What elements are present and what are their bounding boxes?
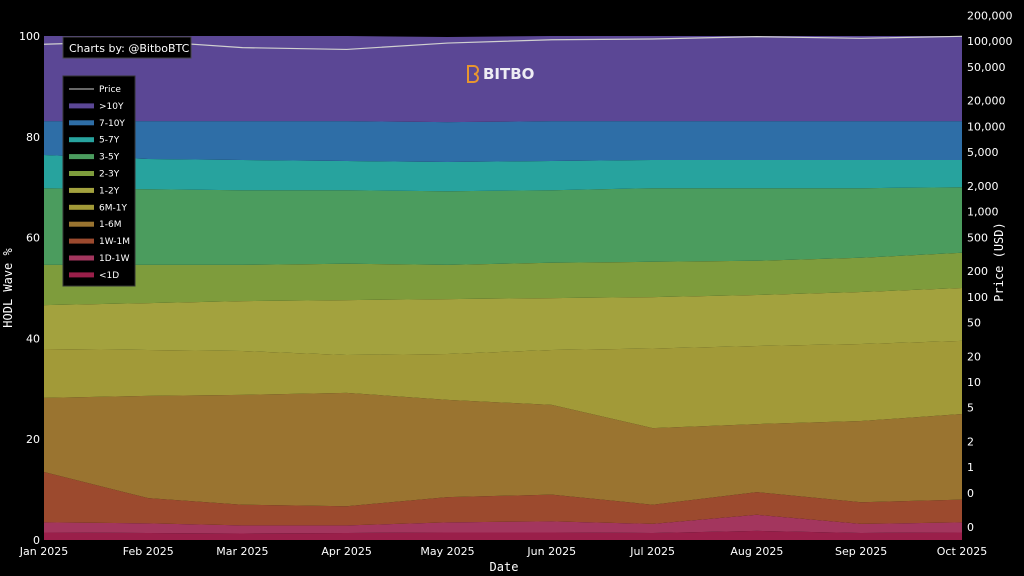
y2-tick-label: 50 [967,316,981,329]
y2-tick-label: 10 [967,376,981,389]
credit-text: Charts by: @BitboBTC [69,42,190,55]
area-band-5-7y [44,154,962,192]
x-axis: Jan 2025 Feb 2025 Mar 2025 Apr 2025 May 2025… [19,545,987,558]
legend-swatch [69,187,94,193]
legend-item: <1D [69,271,119,281]
area-band-1-6m [44,392,962,507]
x-tick-label: Oct 2025 [937,545,988,558]
y-tick-label: 60 [26,232,40,245]
y-tick-label: 80 [26,131,40,144]
legend-label: Price [99,85,121,95]
y2-tick-label: 1,000 [967,206,999,219]
y2-tick-label: 200 [967,265,988,278]
y2-tick-label: 500 [967,231,988,244]
price-line [43,35,963,51]
area-band-10y [44,36,962,123]
y2-axis-label: Price (USD) [992,222,1006,301]
legend-label: 3-5Y [99,153,120,163]
x-tick-label: Mar 2025 [216,545,268,558]
legend: Price >10Y 7-10Y 5-7Y 3-5Y 2-3Y 1-2Y 6M-1Y 1-6M 1… [62,75,136,287]
y-axis-label: HODL Wave % [1,247,15,327]
x-tick-label: Jul 2025 [629,545,675,558]
y-tick-label: 40 [26,332,40,345]
area-band-2-3y [44,252,962,306]
y-tick-label: 0 [33,534,40,547]
legend-label: 1-2Y [99,186,120,196]
y2-tick-label: 5 [967,402,974,415]
legend-label: 7-10Y [99,119,125,129]
x-tick-label: May 2025 [420,545,474,558]
y2-tick-label: 20 [967,350,981,363]
area-band-6m-1y [44,340,962,429]
x-tick-label: Feb 2025 [123,545,174,558]
y-axis-right: 200,000 100,000 50,000 20,000 10,000 5,000 2,0… [967,10,1013,534]
legend-swatch [69,204,94,210]
legend-label: 5-7Y [99,136,120,146]
area-band-7-10y [44,121,962,162]
y-axis-left: 0 20 40 60 80 100 [19,30,40,547]
legend-item: 1-2Y [69,186,120,196]
stacked-areas [44,36,962,540]
legend-swatch [69,154,94,160]
y2-tick-label: 100,000 [967,35,1013,48]
area-band-1d-1w [44,514,962,534]
x-tick-label: Aug 2025 [730,545,783,558]
y2-tick-label: 1 [967,461,974,474]
legend-label: 2-3Y [99,170,120,180]
legend-swatch [69,272,94,278]
x-tick-label: Apr 2025 [321,545,372,558]
legend-swatch [69,103,94,109]
y2-tick-label: 50,000 [967,61,1006,74]
legend-swatch [69,238,94,244]
legend-swatch [69,255,94,261]
legend-item: 7-10Y [69,119,125,129]
legend-item: 6M-1Y [69,203,127,213]
area-band-3-5y [44,187,962,265]
x-tick-label: Jan 2025 [19,545,68,558]
legend-swatch [69,137,94,143]
legend-item: 2-3Y [69,170,120,180]
legend-label: 1-6M [99,220,121,230]
x-tick-label: Sep 2025 [835,545,887,558]
legend-swatch [69,120,94,126]
area-band-1d [44,530,962,540]
legend-item: 3-5Y [69,153,120,163]
legend-label: <1D [99,271,119,281]
legend-item: 1D-1W [69,254,130,264]
legend-swatch [69,221,94,227]
y2-tick-label: 0 [967,521,974,534]
legend-item: 5-7Y [69,136,120,146]
y2-tick-label: 200,000 [967,10,1013,23]
bitbo-watermark: BITBO [467,65,534,83]
legend-label: 1D-1W [99,254,130,264]
y-tick-label: 20 [26,433,40,446]
legend-label: 6M-1Y [99,203,127,213]
y2-tick-label: 5,000 [967,146,999,159]
legend-label: 1W-1M [99,237,130,247]
area-band-1w-1m [44,471,962,526]
legend-item: Price [69,85,121,95]
credit-box: Charts by: @BitboBTC [62,36,192,59]
y2-tick-label: 20,000 [967,95,1006,108]
legend-item: 1W-1M [69,237,130,247]
y2-tick-label: 2 [967,436,974,449]
svg-text:BITBO: BITBO [483,65,534,83]
y-tick-label: 100 [19,30,40,43]
legend-swatch [69,171,94,176]
legend-item: >10Y [69,102,124,112]
legend-item: 1-6M [69,220,121,230]
y2-tick-label: 100 [967,291,988,304]
y2-tick-label: 0 [967,487,974,500]
x-axis-label: Date [490,560,519,574]
x-tick-label: Jun 2025 [526,545,576,558]
area-band-1-2y [44,288,962,356]
y2-tick-label: 10,000 [967,120,1006,133]
y2-tick-label: 2,000 [967,180,999,193]
legend-label: >10Y [99,102,124,112]
